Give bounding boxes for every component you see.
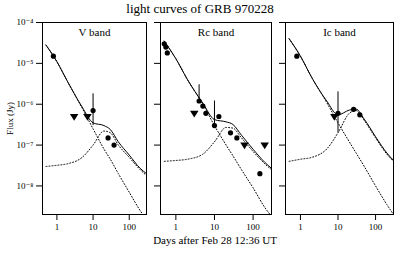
svg-text:Ic band: Ic band bbox=[323, 26, 356, 38]
svg-text:Flux (Jy): Flux (Jy) bbox=[5, 102, 15, 135]
svg-text:Rc band: Rc band bbox=[198, 26, 235, 38]
html-text:light curves of GRB 970228: light curves of GRB 970228 bbox=[126, 1, 274, 16]
svg-text:10: 10 bbox=[334, 222, 344, 232]
svg-text:1: 1 bbox=[298, 222, 303, 232]
svg-text:10⁻⁸: 10⁻⁸ bbox=[17, 181, 34, 191]
svg-text:10: 10 bbox=[89, 222, 99, 232]
svg-text:10⁻⁵: 10⁻⁵ bbox=[17, 58, 34, 68]
svg-text:100: 100 bbox=[369, 222, 383, 232]
svg-text:100: 100 bbox=[246, 222, 260, 232]
svg-text:10⁻⁴: 10⁻⁴ bbox=[17, 18, 34, 27]
html-text:Days after Feb 28 12:36 UT: Days after Feb 28 12:36 UT bbox=[153, 234, 277, 246]
svg-text:1: 1 bbox=[174, 222, 179, 232]
svg-text:10: 10 bbox=[210, 222, 220, 232]
svg-text:100: 100 bbox=[122, 222, 136, 232]
svg-text:1: 1 bbox=[55, 222, 60, 232]
svg-text:V band: V band bbox=[79, 26, 111, 38]
svg-text:10⁻⁷: 10⁻⁷ bbox=[17, 140, 34, 150]
svg-text:10⁻⁶: 10⁻⁶ bbox=[17, 99, 34, 109]
